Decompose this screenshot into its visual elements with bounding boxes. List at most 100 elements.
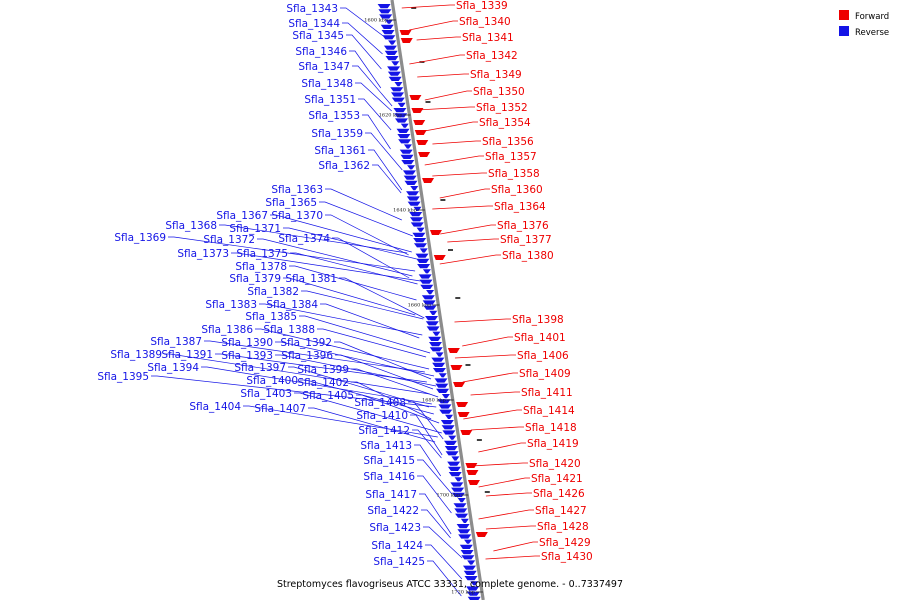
- forward-gene-label: Sfla_1360: [491, 184, 543, 196]
- reverse-gene-feature: [438, 373, 447, 378]
- forward-label-connector: [432, 172, 487, 177]
- reverse-gene-label: Sfla_1348: [301, 78, 353, 90]
- reverse-label-connector: [259, 303, 423, 336]
- reverse-label-connector: [356, 394, 440, 424]
- reverse-gene-feature: [462, 565, 476, 570]
- reverse-label-connector: [204, 340, 425, 373]
- reverse-label-connector: [365, 132, 403, 171]
- reverse-gene-feature: [448, 435, 457, 440]
- reverse-gene-feature: [464, 539, 473, 544]
- reverse-gene-feature: [409, 212, 423, 217]
- forward-gene-feature: [409, 95, 422, 100]
- reverse-label-connector: [340, 7, 384, 37]
- forward-gene-label: Sfla_1414: [523, 405, 575, 417]
- reverse-gene-feature: [418, 274, 432, 279]
- forward-gene-label: Sfla_1354: [479, 117, 531, 129]
- forward-gene-label: Sfla_1428: [537, 521, 589, 533]
- reverse-gene-label: Sfla_1359: [311, 128, 363, 140]
- reverse-gene-feature: [404, 180, 418, 185]
- reverse-gene-label: Sfla_1365: [265, 197, 317, 209]
- reverse-label-connector: [288, 366, 429, 408]
- reverse-gene-feature: [457, 529, 471, 534]
- reverse-gene-label: Sfla_1387: [150, 336, 202, 348]
- forward-gene-feature: [450, 365, 463, 370]
- label-connectors: [151, 4, 540, 597]
- tick-label: 1640 kbp: [393, 208, 417, 214]
- reverse-gene-feature: [447, 466, 461, 471]
- reverse-gene-label: Sfla_1363: [271, 184, 323, 196]
- reverse-gene-feature: [464, 576, 478, 581]
- forward-label-connector: [440, 224, 496, 235]
- reverse-label-connector: [349, 50, 382, 89]
- forward-gene-label: Sfla_1420: [529, 458, 581, 470]
- forward-label-connector: [424, 90, 472, 101]
- reverse-gene-feature: [407, 201, 421, 206]
- forward-gene-label: Sfla_1426: [533, 488, 585, 500]
- reverse-gene-label: Sfla_1417: [365, 489, 417, 501]
- reverse-label-connector: [417, 475, 452, 514]
- forward-label-connector: [493, 541, 538, 552]
- reverse-gene-feature: [444, 446, 458, 451]
- reverse-gene-feature: [403, 175, 417, 180]
- forward-gene-label: Sfla_1341: [462, 32, 514, 44]
- reverse-gene-feature: [391, 61, 400, 66]
- reverse-label-connector: [201, 366, 432, 405]
- forward-label-connector: [454, 354, 516, 359]
- reverse-gene-feature: [467, 596, 481, 600]
- forward-gene-feature: [456, 402, 469, 407]
- forward-gene-feature: [467, 480, 480, 485]
- reverse-gene-label: Sfla_1413: [360, 440, 412, 452]
- forward-gene-label: Sfla_1418: [525, 422, 577, 434]
- reverse-gene-feature: [398, 139, 412, 144]
- reverse-gene-feature: [400, 154, 414, 159]
- reverse-gene-feature: [444, 440, 458, 445]
- reverse-gene-label: Sfla_1388: [263, 324, 315, 336]
- reverse-gene-label: Sfla_1394: [147, 362, 199, 374]
- reverse-gene-label: Sfla_1400: [246, 375, 298, 387]
- forward-gene-feature: [399, 30, 412, 35]
- reverse-gene-label: Sfla_1391: [161, 349, 213, 361]
- forward-gene-label: Sfla_1358: [488, 168, 540, 180]
- forward-gene-label: Sfla_1421: [531, 473, 583, 485]
- reverse-gene-feature: [410, 217, 424, 222]
- reverse-label-connector: [294, 392, 442, 434]
- forward-gene-feature: [466, 470, 479, 475]
- reverse-gene-feature: [397, 134, 411, 139]
- reverse-gene-feature: [406, 196, 420, 201]
- reverse-gene-feature: [440, 420, 454, 425]
- forward-gene-label: Sfla_1380: [502, 250, 554, 262]
- reverse-gene-feature: [419, 248, 428, 253]
- reverse-label-connector: [299, 315, 431, 354]
- scale-tick: 1660 kbp: [408, 303, 440, 309]
- tick-label: 1680 kbp: [422, 398, 446, 404]
- reverse-gene-feature: [413, 238, 427, 243]
- forward-gene-feature: [418, 152, 431, 157]
- reverse-gene-feature: [397, 102, 406, 107]
- reverse-gene-feature: [420, 284, 434, 289]
- reverse-gene-feature: [406, 191, 420, 196]
- reverse-gene-label: Sfla_1384: [266, 299, 318, 311]
- reverse-label-connector: [275, 341, 435, 377]
- reverse-gene-label: Sfla_1396: [281, 350, 333, 362]
- forward-label-connector: [485, 525, 536, 530]
- forward-label-connector: [409, 20, 458, 31]
- reverse-gene-label: Sfla_1393: [221, 350, 273, 362]
- reverse-gene-feature: [445, 414, 454, 419]
- reverse-gene-label: Sfla_1346: [295, 46, 347, 58]
- reverse-gene-label: Sfla_1344: [288, 18, 340, 30]
- scale-tick: 1680 kbp: [422, 398, 454, 404]
- reverse-gene-label: Sfla_1345: [292, 30, 344, 42]
- reverse-gene-feature: [380, 24, 394, 29]
- forward-gene-feature: [447, 348, 460, 353]
- reverse-gene-feature: [381, 30, 395, 35]
- genome-caption: Streptomyces flavogriseus ATCC 33331, co…: [277, 579, 623, 590]
- reverse-gene-feature: [413, 206, 422, 211]
- reverse-gene-feature: [388, 76, 402, 81]
- reverse-gene-feature: [434, 378, 448, 383]
- forward-label-connector: [485, 555, 540, 560]
- reverse-gene-feature: [416, 258, 430, 263]
- reverse-label-connector: [320, 303, 420, 339]
- reverse-gene-feature: [413, 243, 427, 248]
- reverse-gene-feature: [393, 108, 407, 113]
- forward-label-connector: [417, 106, 475, 111]
